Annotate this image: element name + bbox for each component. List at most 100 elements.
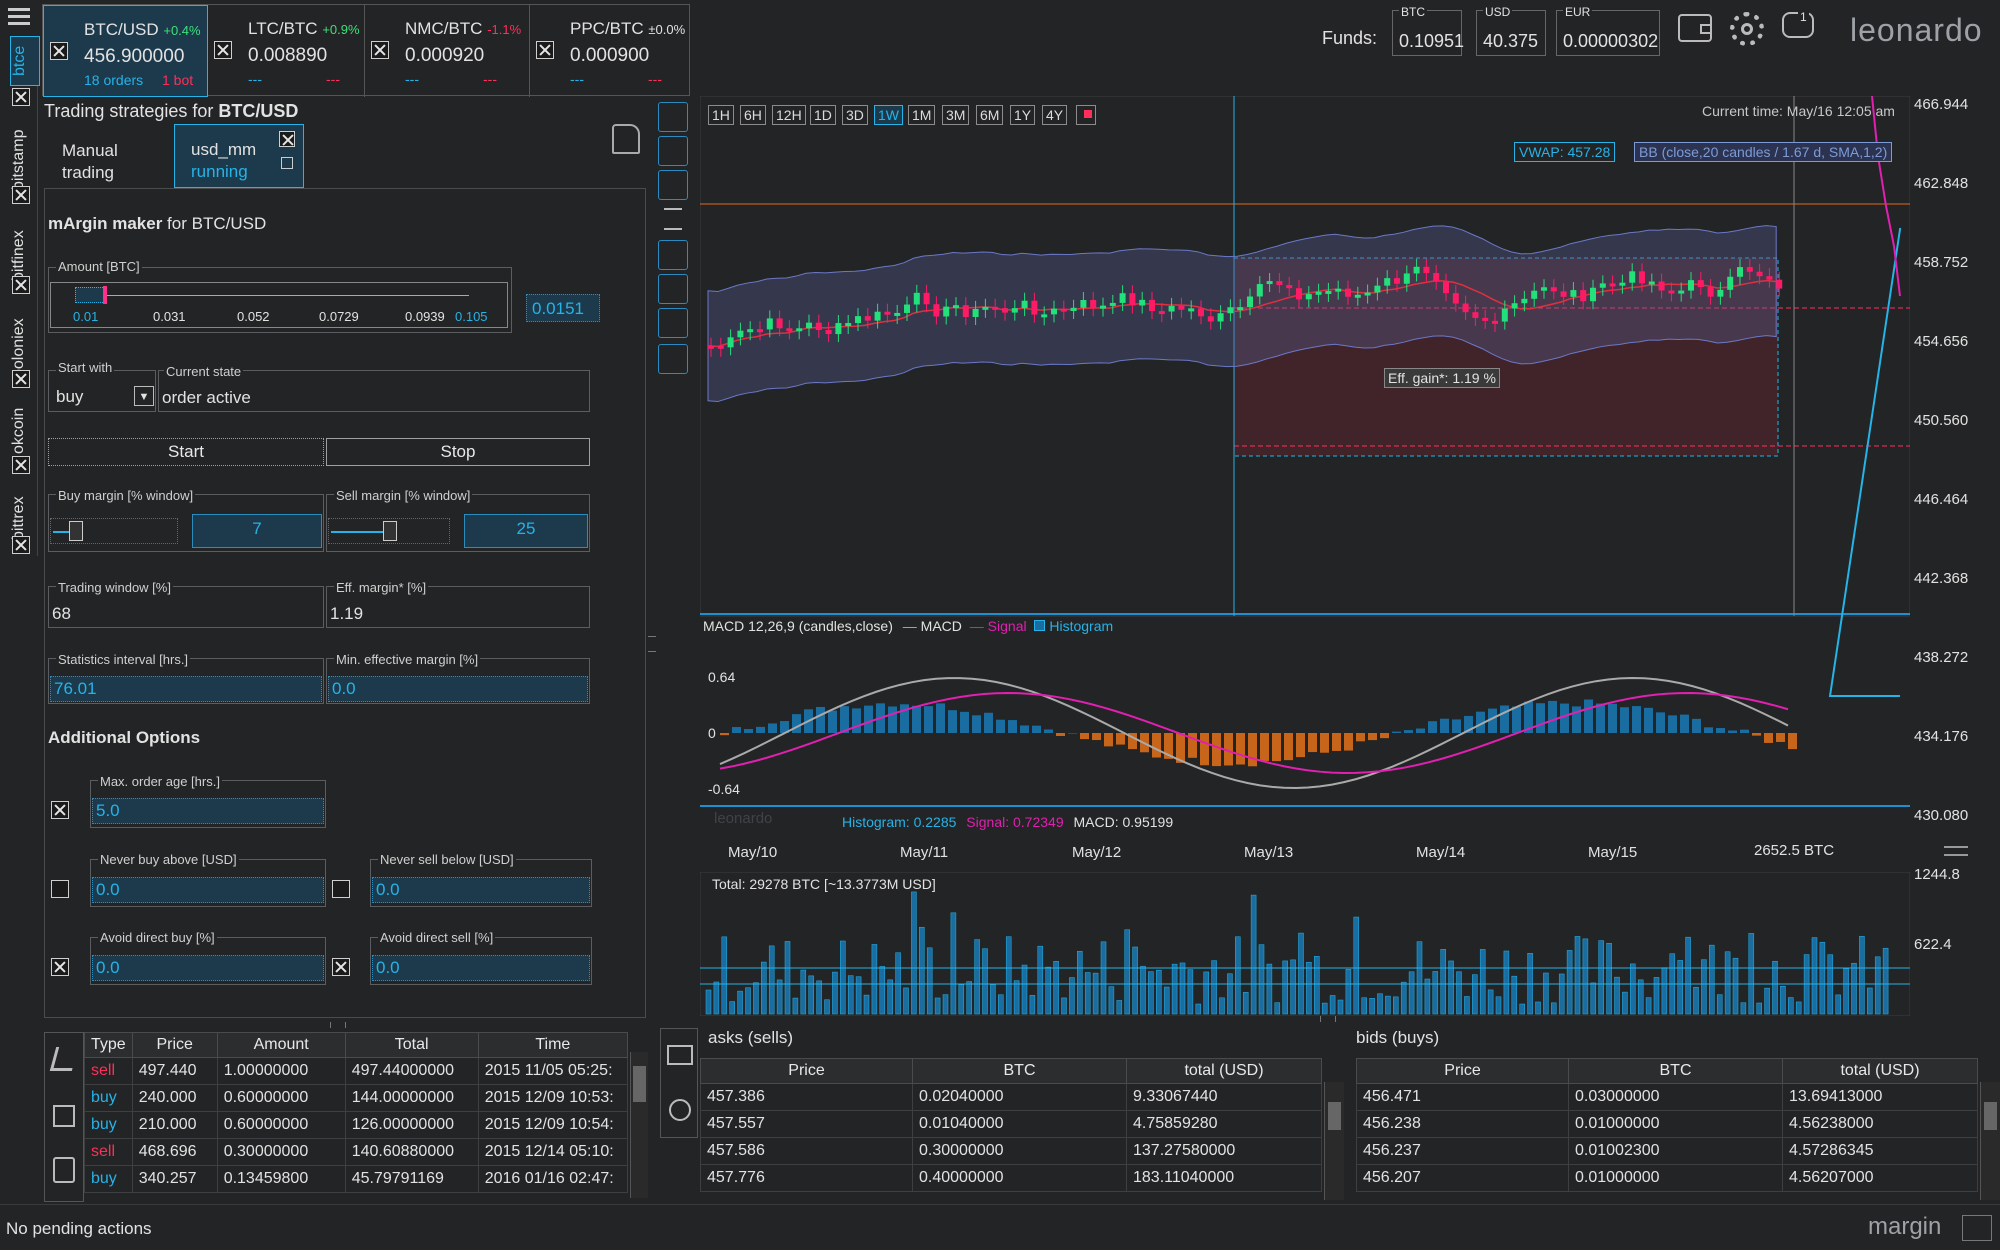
min-eff-input[interactable]: 0.0 xyxy=(328,676,588,702)
exchange-tab-btce[interactable]: btce xyxy=(10,36,40,86)
bids-col-btc[interactable]: BTC xyxy=(1568,1058,1783,1084)
menu-icon[interactable] xyxy=(8,8,30,28)
flag-icon[interactable] xyxy=(658,240,688,270)
close-icon[interactable] xyxy=(214,41,232,59)
table-row[interactable]: 457.586 0.30000000 137.27580000 xyxy=(700,1137,1322,1165)
table-row[interactable]: buy 240.000 0.60000000 144.00000000 2015… xyxy=(84,1084,629,1112)
max-age-checkbox[interactable] xyxy=(51,801,69,819)
table-row[interactable]: 456.207 0.01000000 4.56207000 xyxy=(1356,1164,1978,1192)
pair-tab-ppc-btc[interactable]: PPC/BTC ±0.0% 0.000900 --- --- xyxy=(530,5,690,97)
amount-input[interactable]: 0.0151 xyxy=(526,294,600,322)
fit-icon[interactable] xyxy=(658,170,688,200)
sell-margin-slider[interactable] xyxy=(328,518,450,544)
timeframe-1y[interactable]: 1Y xyxy=(1010,105,1036,125)
never-sell-input[interactable]: 0.0 xyxy=(372,877,590,903)
table-row[interactable]: buy 210.000 0.60000000 126.00000000 2015… xyxy=(84,1111,629,1139)
tab-manual-trading[interactable]: Manual trading xyxy=(46,126,171,186)
bids-col-price[interactable]: Price xyxy=(1356,1058,1569,1084)
asks-col-price[interactable]: Price xyxy=(700,1058,913,1084)
asks-col-btc[interactable]: BTC xyxy=(912,1058,1127,1084)
comment-icon[interactable] xyxy=(658,308,688,338)
notebook-icon[interactable] xyxy=(658,344,688,374)
close-icon[interactable] xyxy=(279,131,295,147)
slider-handle[interactable] xyxy=(383,521,397,541)
zoom-vertical-icon[interactable] xyxy=(664,208,682,230)
slider-handle[interactable] xyxy=(103,286,107,304)
avoid-buy-input[interactable]: 0.0 xyxy=(92,955,324,981)
horizontal-splitter[interactable] xyxy=(330,1022,346,1028)
timeframe-12h[interactable]: 12H xyxy=(772,105,806,125)
close-icon[interactable] xyxy=(371,41,389,59)
sell-margin-input[interactable]: 25 xyxy=(464,514,588,548)
bids-col-total[interactable]: total (USD) xyxy=(1782,1058,1978,1084)
orders-col-type[interactable]: Type xyxy=(84,1032,133,1058)
close-icon[interactable] xyxy=(536,41,554,59)
close-icon[interactable] xyxy=(12,370,30,388)
close-icon[interactable] xyxy=(12,276,30,294)
table-row[interactable]: 457.386 0.02040000 9.33067440 xyxy=(700,1083,1322,1111)
price-chart[interactable] xyxy=(700,96,1910,856)
start-with-select[interactable]: buy ▼ xyxy=(50,384,156,410)
history-icon[interactable] xyxy=(669,1099,691,1121)
close-icon[interactable] xyxy=(12,186,30,204)
indicator-icon[interactable] xyxy=(658,102,688,132)
table-row[interactable]: 456.238 0.01000000 4.56238000 xyxy=(1356,1110,1978,1138)
buy-margin-input[interactable]: 7 xyxy=(192,514,322,548)
horizontal-splitter[interactable] xyxy=(1320,1016,1336,1022)
orders-col-time[interactable]: Time xyxy=(477,1032,629,1058)
table-row[interactable]: 457.776 0.40000000 183.11040000 xyxy=(700,1164,1322,1192)
table-row[interactable]: 456.471 0.03000000 13.69413000 xyxy=(1356,1083,1978,1111)
table-row[interactable]: sell 497.440 1.00000000 497.44000000 201… xyxy=(84,1057,629,1085)
running-man-icon[interactable] xyxy=(49,1047,79,1071)
connection-icon[interactable] xyxy=(1962,1215,1992,1241)
stop-button[interactable]: Stop xyxy=(326,438,590,466)
close-icon[interactable] xyxy=(12,88,30,106)
buy-margin-slider[interactable] xyxy=(50,518,178,544)
avoid-sell-checkbox[interactable] xyxy=(332,958,350,976)
robot-strategy-icon[interactable] xyxy=(658,136,688,166)
scrollbar[interactable] xyxy=(1324,1082,1344,1200)
close-icon[interactable] xyxy=(12,456,30,474)
orders-col-price[interactable]: Price xyxy=(131,1032,218,1058)
wallet-icon[interactable] xyxy=(1678,14,1712,42)
never-sell-checkbox[interactable] xyxy=(332,880,350,898)
chart-menu-icon[interactable] xyxy=(1944,846,1968,856)
timeframe-1h[interactable]: 1H xyxy=(708,105,734,125)
move-icon[interactable] xyxy=(658,274,688,304)
timeframe-6m[interactable]: 6M xyxy=(976,105,1004,125)
table-row[interactable]: buy 340.257 0.13459800 45.79791169 2016 … xyxy=(84,1165,629,1193)
robot-icon[interactable] xyxy=(612,124,640,154)
avoid-sell-input[interactable]: 0.0 xyxy=(372,955,590,981)
never-buy-input[interactable]: 0.0 xyxy=(92,877,324,903)
slider-handle[interactable] xyxy=(69,521,83,541)
timeframe-3d[interactable]: 3D xyxy=(842,105,868,125)
orders-col-total[interactable]: Total xyxy=(344,1032,479,1058)
start-button[interactable]: Start xyxy=(48,438,324,466)
avoid-buy-checkbox[interactable] xyxy=(51,958,69,976)
timeframe-1m[interactable]: 1M xyxy=(908,105,936,125)
asks-col-total[interactable]: total (USD) xyxy=(1126,1058,1322,1084)
timeframe-1w[interactable]: 1W xyxy=(874,105,903,125)
notifications-icon[interactable]: 1 xyxy=(1782,10,1814,38)
scrollbar[interactable] xyxy=(1980,1082,2000,1200)
flag-filter-icon[interactable] xyxy=(1076,105,1096,125)
duplicate-icon[interactable] xyxy=(281,157,293,169)
pair-tab-btc-usd[interactable]: BTC/USD +0.4% 456.900000 18 orders 1 bot xyxy=(43,5,208,97)
table-row[interactable]: 456.237 0.01002300 4.57286345 xyxy=(1356,1137,1978,1165)
max-age-input[interactable]: 5.0 xyxy=(92,798,324,824)
volume-chart[interactable] xyxy=(700,872,1910,1016)
pair-tab-nmc-btc[interactable]: NMC/BTC -1.1% 0.000920 --- --- xyxy=(365,5,530,97)
tab-usd-mm[interactable]: usd_mm running xyxy=(174,124,304,188)
pair-tab-ltc-btc[interactable]: LTC/BTC +0.9% 0.008890 --- --- xyxy=(208,5,365,97)
stats-interval-input[interactable]: 76.01 xyxy=(50,676,322,702)
timeframe-3m[interactable]: 3M xyxy=(942,105,970,125)
table-row[interactable]: sell 468.696 0.30000000 140.60880000 201… xyxy=(84,1138,629,1166)
timeframe-1d[interactable]: 1D xyxy=(810,105,836,125)
scrollbar[interactable] xyxy=(630,1052,648,1198)
checklist-icon[interactable] xyxy=(53,1105,75,1127)
close-icon[interactable] xyxy=(50,42,68,60)
gear-icon[interactable] xyxy=(1730,12,1764,46)
vertical-splitter[interactable] xyxy=(648,636,656,652)
table-row[interactable]: 457.557 0.01040000 4.75859280 xyxy=(700,1110,1322,1138)
orders-col-amount[interactable]: Amount xyxy=(216,1032,346,1058)
